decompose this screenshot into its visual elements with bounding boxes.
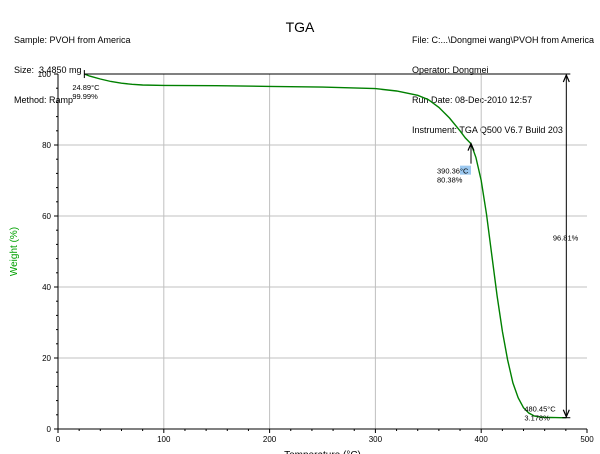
label-highlight [460, 165, 472, 175]
x-axis-label: Temperature (°C) [284, 450, 361, 454]
sample-info: Sample: PVOH from America Size: 3.4850 m… [14, 15, 131, 115]
instrument-line: Instrument: TGA Q500 V6.7 Build 203 [412, 125, 563, 135]
size-line: Size: 3.4850 mg [14, 65, 82, 75]
y-tick-label: 60 [42, 212, 51, 221]
x-tick-label: 500 [580, 435, 594, 444]
inflection-arrow-head [467, 142, 475, 151]
x-tick-label: 100 [157, 435, 171, 444]
arrow-head-up [562, 73, 570, 83]
annotation-inflection: 390.36°C [437, 167, 469, 176]
x-tick-label: 200 [263, 435, 277, 444]
arrow-head-down [562, 409, 570, 419]
method-line: Method: Ramp [14, 95, 74, 105]
x-tick-label: 300 [369, 435, 383, 444]
operator-line: Operator: Dongmei [412, 65, 489, 75]
annotation-start: 99.99% [72, 92, 98, 101]
y-tick-label: 100 [38, 70, 52, 79]
annotation-end: 480.45°C [524, 405, 556, 414]
y-tick-label: 0 [47, 425, 52, 434]
annotation-start: 24.89°C [72, 83, 100, 92]
chart-title: TGA [285, 19, 315, 35]
y-tick-label: 20 [42, 354, 51, 363]
annotation-weight-change: 96.81% [553, 233, 579, 242]
x-tick-label: 0 [56, 435, 61, 444]
y-axis-label: Weight (%) [9, 227, 20, 276]
file-line: File: C:...\Dongmei wang\PVOH from Ameri… [412, 35, 595, 45]
annotation-end: 3.178% [524, 414, 550, 423]
weight-curve [84, 73, 567, 419]
x-tick-label: 400 [475, 435, 489, 444]
sample-line: Sample: PVOH from America [14, 35, 131, 45]
annotation-inflection: 80.38% [437, 176, 463, 185]
y-tick-label: 80 [42, 141, 51, 150]
y-tick-label: 40 [42, 283, 51, 292]
